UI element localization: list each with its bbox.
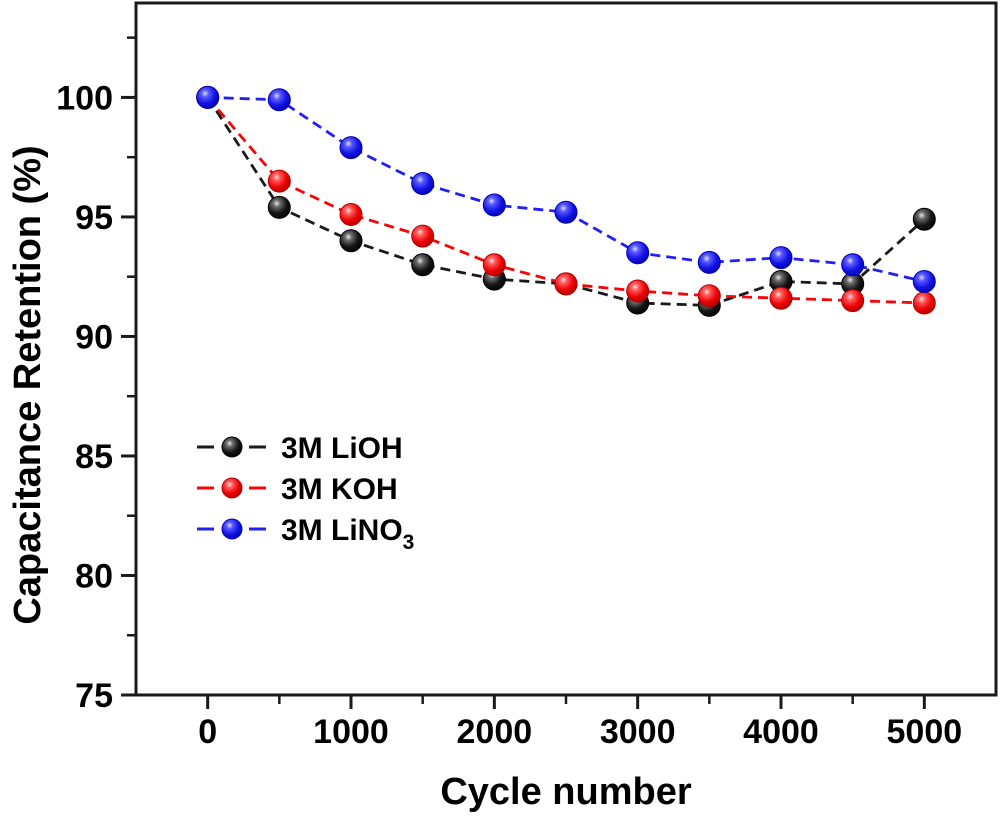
y-tick-label: 90: [75, 318, 113, 356]
y-tick-label: 95: [75, 199, 113, 237]
data-series: [196, 85, 936, 317]
data-point-koh: [626, 279, 650, 303]
axis-ticks: [121, 36, 926, 709]
y-axis-title: Capacitance Retention (%): [7, 145, 49, 624]
x-tick-label: 3000: [600, 713, 676, 751]
legend-label-lino3: 3M LiNO3: [281, 514, 414, 554]
data-point-koh: [554, 272, 578, 296]
legend-label-koh: 3M KOH: [281, 473, 398, 506]
x-tick-label: 4000: [743, 713, 819, 751]
data-point-koh: [339, 203, 363, 226]
x-tick-label: 5000: [887, 713, 963, 751]
legend-entry-lioh: 3M LiOH: [197, 432, 403, 465]
data-point-koh: [697, 284, 721, 308]
legend-marker-koh: [221, 477, 243, 499]
x-tick-label: 1000: [313, 713, 389, 751]
series-line-lino3: [207, 96, 925, 283]
data-point-lioh: [339, 229, 363, 253]
data-point-koh: [267, 169, 291, 193]
legend-entry-lino3: 3M LiNO3: [197, 514, 414, 554]
data-point-lino3: [841, 253, 865, 277]
data-point-koh: [912, 291, 936, 315]
data-point-lino3: [196, 85, 220, 109]
data-point-lino3: [482, 193, 506, 217]
x-tick-label: 2000: [457, 713, 533, 751]
axis-tick-labels: 0 1000 2000 3000 4000 5000 75 80 85 90 95 100: [56, 79, 962, 751]
legend: 3M LiOH 3M KOH 3M LiNO3: [197, 432, 414, 554]
series-line-koh: [206, 96, 925, 305]
y-tick-label: 100: [56, 79, 113, 117]
y-tick-label: 80: [75, 557, 113, 595]
x-axis-title: Cycle number: [440, 771, 692, 813]
data-point-lino3: [912, 270, 936, 293]
data-point-lino3: [411, 172, 435, 195]
legend-marker-lioh: [221, 436, 243, 458]
data-point-koh: [841, 289, 865, 313]
y-tick-label: 75: [75, 677, 113, 715]
data-point-lino3: [554, 200, 578, 224]
series-line-lioh: [206, 96, 926, 307]
y-tick-label: 85: [75, 438, 113, 476]
data-point-koh: [411, 224, 435, 248]
data-point-lioh: [411, 253, 435, 277]
x-tick-label: 0: [198, 713, 217, 751]
legend-label-lioh: 3M LiOH: [281, 432, 403, 465]
data-point-lino3: [697, 250, 721, 274]
data-point-lioh: [267, 195, 291, 219]
data-point-lino3: [339, 136, 363, 160]
plot-frame: [134, 1, 998, 697]
data-point-lioh: [912, 207, 936, 231]
data-point-koh: [482, 253, 506, 277]
legend-entry-koh: 3M KOH: [197, 473, 398, 506]
data-point-lino3: [626, 241, 650, 265]
data-point-lino3: [267, 88, 291, 112]
legend-marker-lino3: [221, 518, 243, 540]
data-point-koh: [769, 286, 793, 310]
data-point-lino3: [769, 246, 793, 270]
